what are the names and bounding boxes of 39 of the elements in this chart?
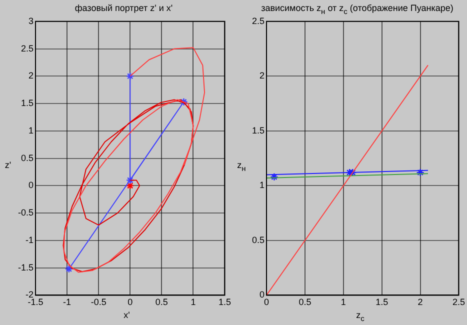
y-tick-label: 2.5 bbox=[20, 43, 34, 54]
y-axis-title: z' bbox=[4, 160, 12, 170]
x-tick-label: 2 bbox=[417, 297, 422, 308]
y-tick-label: 0 bbox=[28, 180, 34, 190]
y-tick-label: 1.5 bbox=[251, 125, 264, 136]
point bbox=[64, 264, 74, 274]
x-tick-label: 1.5 bbox=[375, 297, 388, 308]
y-tick-label: 1.5 bbox=[20, 98, 34, 108]
y-tick-label: -0.5 bbox=[18, 208, 34, 218]
x-tick-label: 1 bbox=[190, 297, 196, 308]
x-tick-label: 0 bbox=[128, 297, 133, 308]
chart-title: фазовый портрет z' и x' bbox=[74, 3, 174, 13]
x-tick-label: 0.5 bbox=[155, 297, 168, 308]
point bbox=[126, 182, 134, 190]
y-tick-label: -1.5 bbox=[18, 262, 34, 272]
y-tick-label: 1 bbox=[28, 125, 34, 136]
x-tick-label: 2.5 bbox=[452, 297, 464, 308]
x-tick-label: 0.5 bbox=[298, 297, 311, 308]
y-tick-label: 2.5 bbox=[251, 16, 264, 26]
y-tick-label: -2 bbox=[25, 290, 34, 300]
y-tick-label: -1 bbox=[25, 234, 34, 245]
point bbox=[180, 98, 188, 106]
x-tick-label: 1.5 bbox=[218, 297, 231, 308]
point bbox=[126, 72, 134, 80]
x-axis-title: z$_{с}$ bbox=[355, 310, 366, 323]
y-tick-label: 2 bbox=[258, 70, 264, 81]
y-tick-label: 3 bbox=[28, 16, 34, 26]
x-tick-label: 1 bbox=[340, 297, 346, 308]
y-tick-label: 0.5 bbox=[251, 234, 264, 245]
y-tick-label: 1 bbox=[258, 180, 264, 190]
y-axis-title: z$_{н}$ bbox=[236, 160, 247, 173]
point bbox=[126, 176, 134, 184]
chart-title: зависимость z$_{н}$ от z$_{с}$ (отображение Пуанкаре) bbox=[260, 3, 454, 16]
y-tick-label: 2 bbox=[28, 70, 34, 81]
y-tick-label: 0 bbox=[258, 290, 264, 300]
x-axis-title: x' bbox=[122, 310, 131, 320]
x-tick-label: -0.5 bbox=[90, 297, 106, 308]
x-tick-label: -1 bbox=[63, 297, 72, 308]
y-tick-label: 0.5 bbox=[20, 152, 34, 163]
